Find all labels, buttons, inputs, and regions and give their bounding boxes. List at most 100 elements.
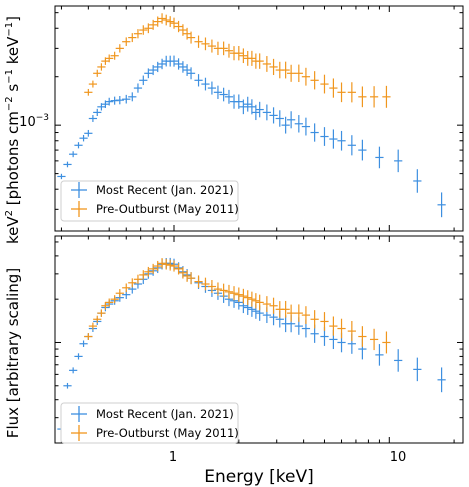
top-series-pre-point (329, 78, 338, 98)
bottom-series-pre-point (115, 289, 124, 298)
top-series-recent-point (413, 169, 422, 193)
top-series-recent-point (74, 142, 83, 149)
top-series-recent-point (234, 94, 243, 109)
top-series-pre-point (169, 17, 179, 29)
bottom-series-pre-point (262, 296, 271, 312)
top-series-pre-point (201, 37, 210, 51)
top-series-pre-point (301, 67, 311, 86)
top-series-recent-point (294, 115, 303, 133)
top-legend-label-recent: Most Recent (Jan. 2021) (96, 183, 234, 197)
bottom-series-pre-point (369, 328, 379, 351)
bottom-series-pre-point (88, 322, 98, 330)
bottom-series-pre-point (201, 277, 210, 291)
top-series-recent-point (157, 58, 167, 70)
bottom-series-pre-point (128, 278, 137, 288)
top-legend: Most Recent (Jan. 2021) Pre-Outburst (Ma… (60, 180, 239, 222)
bottom-series-pre-point (186, 272, 196, 285)
bottom-data-marks (57, 257, 446, 432)
top-plot-frame (54, 5, 464, 232)
top-series-recent-point (63, 161, 72, 168)
top-legend-marker-recent (71, 182, 87, 198)
bottom-series-pre-point (287, 304, 296, 322)
top-series-recent-point (182, 64, 192, 76)
top-series-recent-point (144, 68, 153, 79)
top-series-pre-point (153, 16, 162, 27)
bottom-series-recent-point (413, 357, 422, 382)
bottom-series-pre-point (105, 298, 114, 307)
bottom-legend-label-recent: Most Recent (Jan. 2021) (96, 407, 234, 421)
bottom-series-pre-point (139, 270, 148, 280)
bottom-series-pre-point (162, 258, 171, 270)
bottom-series-recent-point (69, 367, 78, 374)
top-series-recent-point (320, 127, 329, 146)
top-series-pre-point (320, 74, 329, 94)
top-series-recent-point (93, 108, 102, 116)
bottom-series-pre-point (219, 283, 228, 298)
bottom-legend-label-pre: Pre-Outburst (May 2011) (96, 426, 239, 440)
top-legend-label-pre: Pre-Outburst (May 2011) (96, 202, 239, 216)
top-series-pre-point (115, 44, 124, 53)
top-series-recent-point (275, 110, 284, 127)
bottom-series-pre-point (310, 310, 319, 329)
top-series-recent-point (178, 61, 188, 73)
top-series-recent-point (281, 116, 290, 134)
bottom-series-recent-point (74, 353, 83, 360)
top-series-pre-point (287, 64, 296, 82)
bottom-series-pre-point (251, 293, 260, 309)
bottom-series-pre-point (255, 294, 264, 311)
top-series-pre-point (262, 56, 271, 72)
bottom-series-pre-point (174, 263, 183, 275)
bottom-legend: Most Recent (Jan. 2021) Pre-Outburst (Ma… (60, 402, 239, 444)
top-series-recent-point (207, 81, 217, 95)
top-series-pre-point (105, 54, 114, 63)
bottom-series-pre-point (122, 283, 131, 293)
bottom-series-pre-point (207, 279, 217, 294)
bottom-series-pre-point (93, 315, 102, 323)
top-axis-ticks (55, 6, 463, 231)
top-series-pre-point (93, 69, 102, 77)
top-series-recent-point (186, 67, 196, 80)
bottom-series-pre-point (382, 331, 391, 354)
bottom-legend-box (60, 402, 239, 444)
top-series-pre-point (88, 80, 98, 88)
top-data-marks (57, 13, 446, 218)
bottom-series-pre-point (329, 316, 338, 336)
top-series-recent-point (128, 92, 137, 102)
top-series-recent-point (133, 83, 143, 93)
bottom-series-pre-point (97, 309, 106, 317)
top-series-recent-point (262, 104, 271, 121)
bottom-series-pre-point (243, 290, 252, 306)
bottom-series-pre-point (337, 318, 346, 339)
top-series-pre-point (310, 71, 319, 90)
bottom-series-pre-point (178, 267, 188, 279)
top-series-pre-point (157, 13, 167, 24)
top-series-recent-point (251, 104, 260, 121)
top-series-pre-point (133, 29, 143, 39)
top-series-pre-point (128, 33, 137, 43)
bottom-series-recent-point (63, 382, 72, 389)
top-series-pre-point (166, 16, 175, 28)
bottom-series-recent-point (79, 340, 88, 347)
top-series-pre-point (84, 88, 93, 96)
top-series-recent-point (269, 107, 278, 124)
top-series-pre-point (347, 82, 356, 103)
bottom-series-recent-point (375, 344, 384, 366)
top-series-recent-point (69, 151, 78, 158)
top-series-pre-point (234, 45, 243, 61)
xtick-label-10: 10 (390, 450, 407, 465)
bottom-series-pre-point (213, 282, 223, 296)
top-series-pre-point (149, 19, 158, 30)
top-series-pre-point (139, 25, 148, 35)
top-series-recent-point (153, 61, 162, 73)
bottom-series-pre-point (358, 326, 367, 347)
top-panel: 10−3 Most Recent (Jan. 2021) Pre-Outburs… (19, 5, 464, 232)
top-series-recent-point (337, 130, 346, 151)
bottom-series-pre-point (224, 284, 234, 299)
bottom-series-pre-point (229, 286, 239, 301)
top-series-pre-point (194, 35, 203, 48)
top-ytick-label: 10−3 (19, 113, 49, 130)
bottom-series-recent-point (394, 349, 403, 372)
bottom-series-pre-point (153, 260, 162, 272)
top-series-pre-point (144, 23, 153, 34)
